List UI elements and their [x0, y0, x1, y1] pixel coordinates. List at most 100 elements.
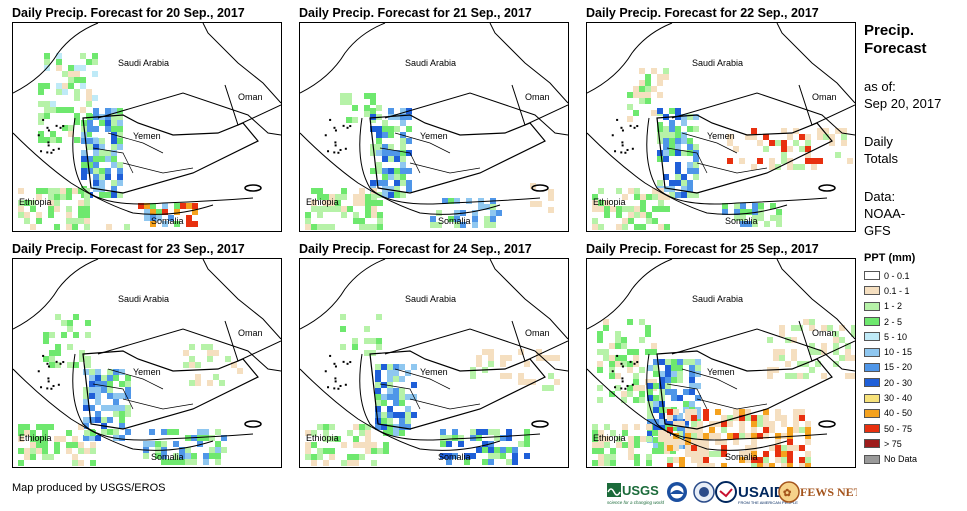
precip-cell	[679, 457, 685, 463]
precip-cell	[387, 376, 393, 382]
precip-cells	[592, 319, 855, 467]
precip-cell	[56, 83, 62, 89]
precip-cell	[639, 367, 645, 373]
precip-cell	[604, 454, 610, 460]
precip-cell	[24, 218, 30, 224]
precip-cell	[622, 194, 628, 200]
precip-cell	[715, 409, 721, 415]
precip-cell	[639, 80, 645, 86]
precip-cell	[382, 156, 388, 162]
precip-cell	[781, 421, 787, 427]
precip-cell	[93, 126, 99, 132]
island-dot	[62, 361, 65, 364]
precip-cell	[621, 391, 627, 397]
precip-cell	[387, 412, 393, 418]
precip-cell	[472, 210, 478, 216]
precip-cell	[458, 441, 464, 447]
precip-cell	[341, 442, 347, 448]
island-dot	[620, 126, 623, 129]
precip-cell	[628, 206, 634, 212]
precip-cell	[225, 356, 231, 362]
precip-cell	[763, 415, 769, 421]
precip-cell	[677, 431, 683, 437]
precip-cell	[90, 448, 96, 454]
precip-cell	[38, 137, 44, 143]
precip-cell	[805, 457, 811, 463]
precip-cell	[24, 200, 30, 206]
precip-cell	[665, 419, 671, 425]
precip-cell	[616, 436, 622, 442]
precip-cell	[769, 463, 775, 467]
precip-cell	[371, 194, 377, 200]
precip-cell	[399, 412, 405, 418]
precip-cell	[494, 435, 500, 441]
map-label-oman: Oman	[525, 92, 550, 102]
precip-cell	[740, 203, 746, 209]
precip-cell	[697, 457, 703, 463]
island-dot	[620, 387, 623, 390]
precip-cell	[727, 415, 733, 421]
precip-cell	[341, 460, 347, 466]
precip-cell	[48, 206, 54, 212]
precip-cell	[167, 459, 173, 465]
precip-cell	[203, 429, 209, 435]
precip-cell	[370, 99, 376, 105]
precip-cell	[197, 435, 203, 441]
precip-cell	[95, 369, 101, 375]
precip-cell	[751, 457, 757, 463]
precip-cell	[352, 344, 358, 350]
island-dot	[636, 361, 639, 364]
precip-cell	[548, 355, 554, 361]
precip-cell	[85, 332, 91, 338]
sidebar-title-line2: Forecast	[864, 40, 927, 57]
precip-cell	[781, 128, 787, 134]
precip-cell	[657, 108, 663, 114]
island-dot	[334, 365, 337, 368]
precip-cell	[119, 435, 125, 441]
panel-title: Daily Precip. Forecast for 23 Sep., 2017	[12, 242, 245, 256]
precip-cell	[817, 128, 823, 134]
precip-cell	[733, 439, 739, 445]
precip-cell	[89, 381, 95, 387]
precip-cell	[634, 206, 640, 212]
precip-cell	[219, 380, 225, 386]
legend-swatch	[864, 347, 880, 357]
precip-cell	[809, 325, 815, 331]
precip-cell	[95, 393, 101, 399]
precip-cell	[72, 454, 78, 460]
precip-cell	[645, 98, 651, 104]
coastline	[13, 23, 99, 94]
precip-cell	[30, 430, 36, 436]
precip-cell	[675, 168, 681, 174]
precip-cell	[669, 108, 675, 114]
precip-cell	[745, 433, 751, 439]
precip-cell	[604, 424, 610, 430]
precip-cell	[664, 224, 670, 230]
legend-label: 0.1 - 1	[884, 285, 910, 296]
precip-cell	[610, 454, 616, 460]
precip-cell	[621, 361, 627, 367]
precip-cell	[341, 206, 347, 212]
precip-cell	[317, 424, 323, 430]
precip-cell	[347, 430, 353, 436]
precip-cell	[79, 350, 85, 356]
precip-cell	[478, 204, 484, 210]
precip-cell	[634, 442, 640, 448]
admin-boundary	[409, 162, 481, 174]
island-dot	[349, 125, 352, 128]
precip-cell	[763, 427, 769, 433]
precip-cell	[805, 433, 811, 439]
island-dot	[59, 126, 62, 129]
island-dot	[47, 141, 50, 144]
precip-cell	[375, 406, 381, 412]
precip-cell	[83, 387, 89, 393]
precip-cell	[161, 459, 167, 465]
precip-cell	[817, 158, 823, 164]
coastline	[776, 259, 855, 340]
precip-cell	[603, 319, 609, 325]
precip-cell	[598, 224, 604, 230]
precip-cell	[375, 400, 381, 406]
precip-cell	[512, 459, 518, 465]
precip-cell	[87, 138, 93, 144]
precip-cell	[633, 349, 639, 355]
